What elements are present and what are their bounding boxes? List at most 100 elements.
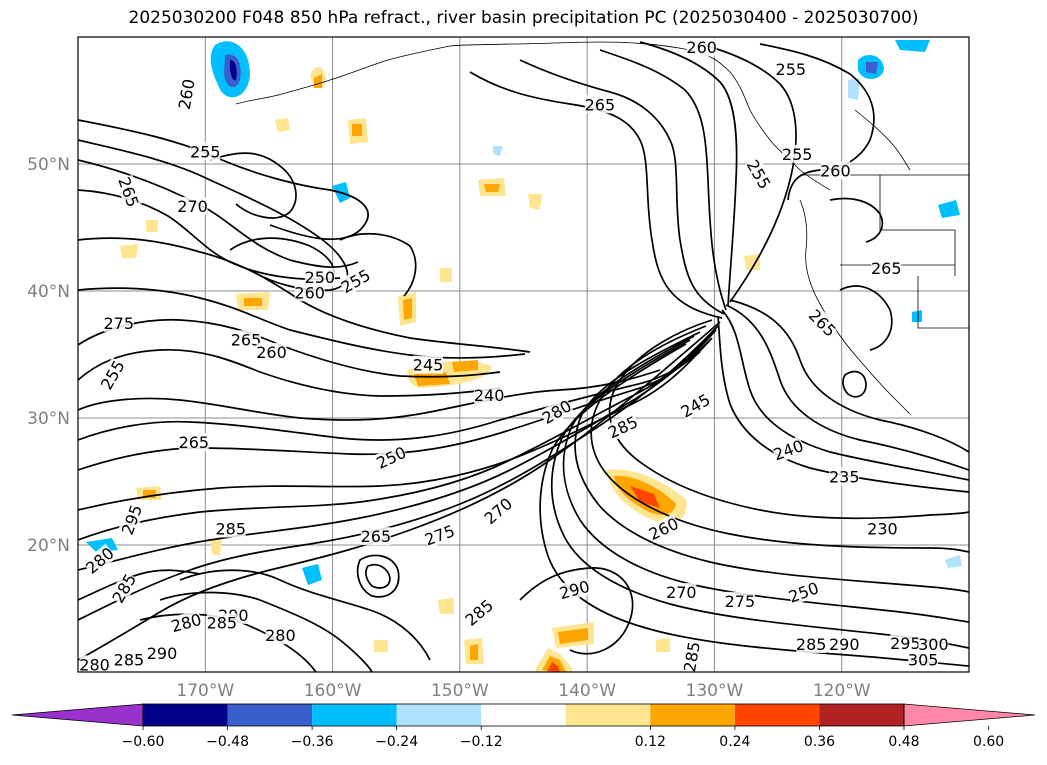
shade-positive [120, 244, 138, 258]
coastline [799, 199, 911, 415]
contour-label-bg [820, 161, 851, 180]
contour-label: 265 [231, 330, 261, 349]
contour-label-bg [480, 494, 516, 528]
contour-line [469, 71, 723, 319]
contour-label-text: 270 [177, 197, 208, 216]
colorbar-tick-label: 0.60 [973, 734, 1004, 750]
contour-label-bg [169, 609, 204, 636]
shade-positive [374, 640, 388, 652]
contour-label-bg [117, 502, 146, 537]
colorbar-extend-low [11, 703, 144, 727]
contour-label: 235 [829, 467, 860, 486]
lon-tick-label: 160°W [304, 681, 362, 701]
contour-label-bg [771, 436, 806, 464]
contour-label-bg [680, 640, 703, 674]
colorbar-tick-label: −0.36 [291, 734, 334, 750]
shade-positive [403, 298, 412, 320]
contour-label-bg [677, 390, 713, 421]
shade-positive [146, 220, 158, 232]
contour-label-bg [206, 613, 237, 632]
contour-line [539, 343, 969, 667]
colorbar-tick-label: 0.12 [635, 734, 666, 750]
axis-ticks: 50°N 40°N 30°N 20°N 170°W 160°W 150°W 140°W 130°… [27, 155, 871, 701]
contour-label-bg [177, 196, 208, 215]
contour-label: 255 [775, 59, 807, 79]
contour-label-bg [256, 342, 287, 361]
shade-positive [558, 628, 588, 644]
contour-label-bg [805, 305, 840, 340]
contour-line [839, 285, 893, 351]
shade-positive [275, 118, 290, 132]
contour-line [842, 370, 867, 398]
contour-label-bg [867, 519, 898, 538]
contour-label-bg [337, 265, 373, 297]
contour-label: 285 [796, 635, 826, 654]
contour-line [159, 591, 373, 672]
shade-positive [744, 254, 760, 270]
contour-label-bg [422, 521, 457, 549]
contour-label: 240 [474, 386, 505, 405]
shade-negative [86, 538, 118, 552]
contour-label-text: 265 [361, 527, 392, 546]
contour-line [78, 287, 526, 359]
contour-label: 265 [179, 433, 209, 452]
shade-negative [912, 310, 922, 322]
contour-label: 270 [177, 196, 208, 216]
contour-line [590, 325, 969, 553]
chart-title: 2025030200 F048 850 hPa refract., river … [128, 8, 919, 28]
shade-positive [630, 486, 660, 508]
contour-label: 280 [265, 626, 296, 645]
contour-line [78, 369, 661, 421]
contour-label-text: 240 [474, 386, 505, 405]
contour-label-bg [557, 576, 592, 603]
contour-line [699, 43, 797, 303]
contour-label-bg [786, 578, 821, 606]
contour-label-text: 275 [725, 592, 756, 611]
contour-label-text: 255 [776, 60, 807, 79]
contour-label-bg [775, 59, 806, 78]
contour-label-text: 305 [908, 650, 939, 669]
contour-label: 265 [871, 259, 902, 278]
lat-tick-label: 30°N [27, 409, 70, 429]
contour-label-bg [373, 442, 409, 472]
contour-line [725, 304, 969, 471]
colorbar-segment [481, 704, 566, 726]
contour-label-bg [918, 635, 949, 654]
contour-line [599, 49, 727, 311]
contour-label-text: 255 [782, 145, 813, 164]
contour-label-bg [686, 38, 717, 57]
contour-label: 250 [305, 268, 335, 287]
lon-tick-label: 140°W [558, 681, 616, 701]
contour-label-text: 275 [103, 314, 134, 333]
contour-line [78, 325, 719, 621]
colorbar-segment [565, 704, 651, 726]
shade-positive [210, 538, 222, 556]
lon-tick-label: 150°W [431, 681, 489, 701]
contour-line [78, 351, 701, 441]
lon-tick-label: 130°W [686, 681, 744, 701]
contour-line [179, 569, 431, 661]
contour-line [639, 41, 738, 307]
contour-label-bg [190, 142, 221, 161]
contour-line [78, 569, 201, 601]
contour-label: 260 [686, 38, 717, 57]
contour-line [78, 119, 369, 241]
contour-label: 290 [829, 635, 860, 654]
contour-label-bg [829, 635, 860, 654]
colorbar-segment [819, 704, 904, 726]
shade-negative [938, 200, 960, 218]
contour-label-bg [108, 570, 140, 606]
shade-negative [945, 555, 962, 568]
contour-label: 270 [666, 582, 697, 602]
contour-label-bg [666, 582, 697, 601]
contour-label: 260 [820, 161, 851, 180]
shade-negative [302, 564, 322, 585]
contour-label-text: 285 [114, 650, 145, 669]
contour-line [78, 337, 713, 511]
contour-label-text: 230 [867, 519, 898, 538]
contour-label: 275 [103, 313, 134, 333]
contour-label-bg [539, 396, 575, 427]
contour-label-text: 260 [294, 283, 325, 302]
contour-label-bg [646, 513, 681, 543]
plot-frame [77, 36, 970, 673]
